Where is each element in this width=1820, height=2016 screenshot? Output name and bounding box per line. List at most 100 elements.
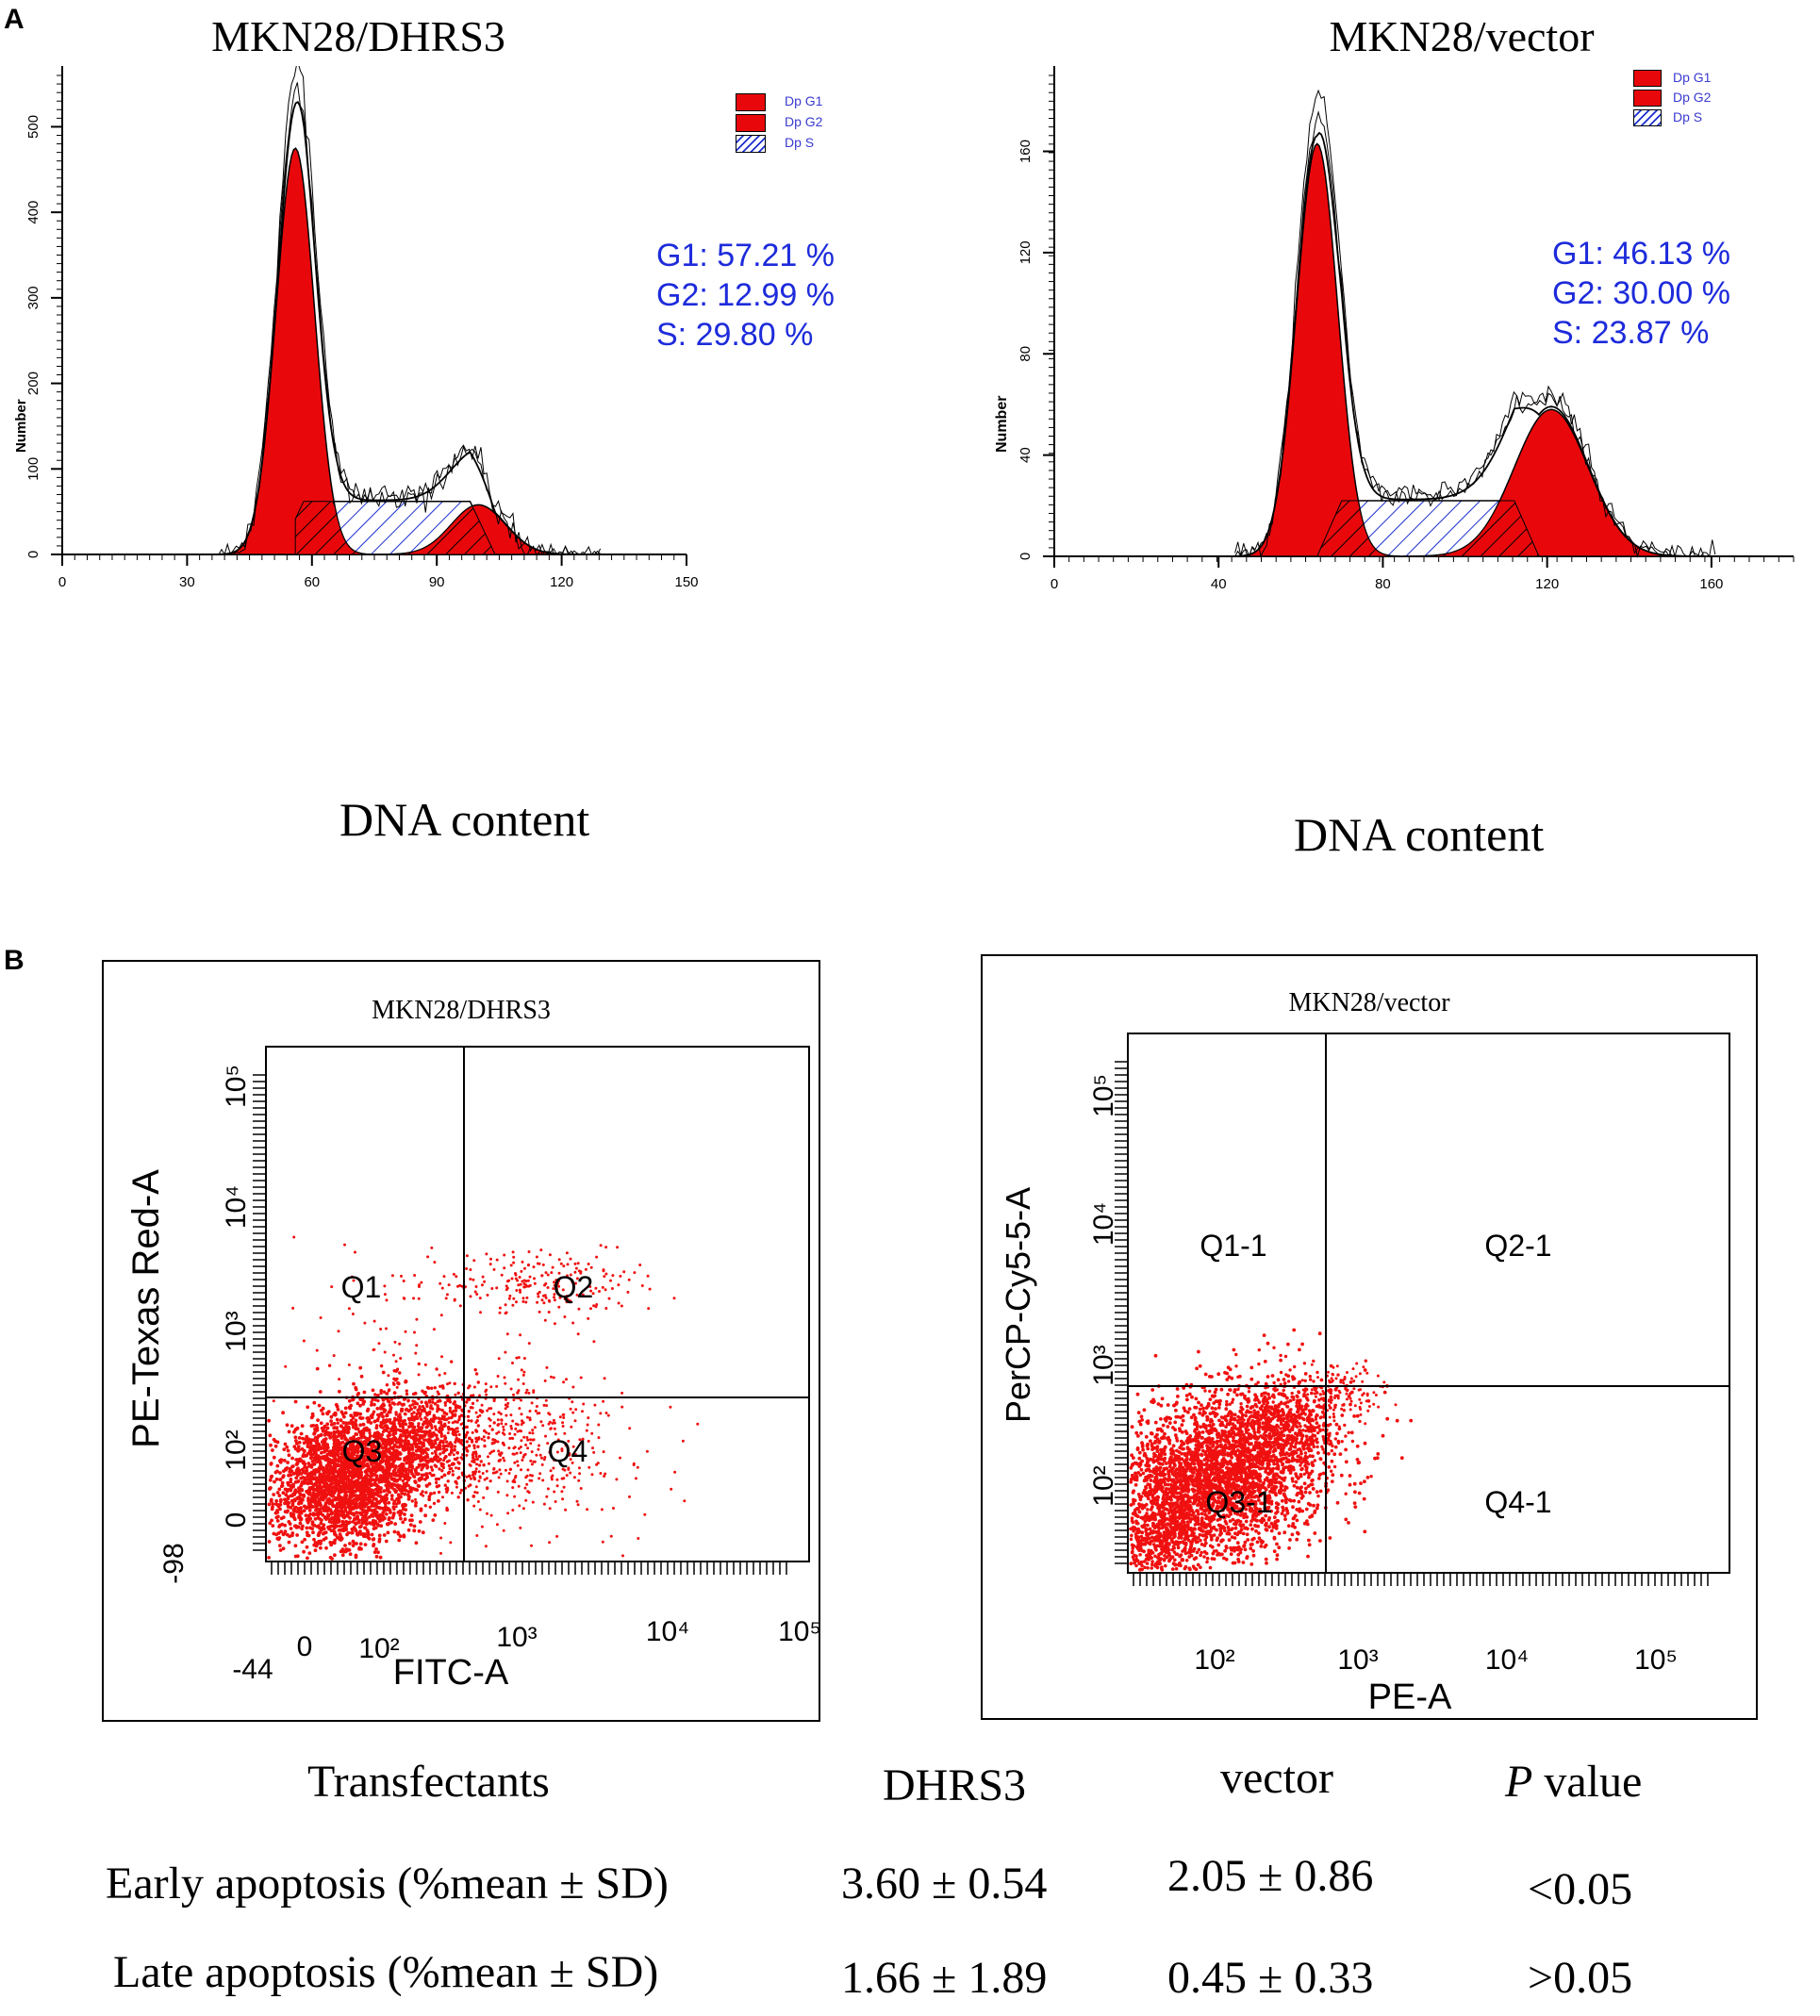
event-point <box>560 1477 564 1480</box>
event-point <box>382 1471 387 1476</box>
event-point <box>415 1456 419 1461</box>
event-point <box>532 1389 536 1393</box>
event-point <box>281 1411 285 1415</box>
event-point <box>319 1463 323 1468</box>
event-point <box>459 1456 463 1460</box>
event-point <box>520 1429 523 1433</box>
event-point <box>417 1362 421 1366</box>
event-point <box>509 1387 513 1391</box>
event-point <box>299 1511 304 1515</box>
event-point <box>540 1298 544 1302</box>
event-point <box>597 1423 601 1427</box>
stat-g2: G2: 12.99 % <box>656 277 836 313</box>
stat-g2: G2: 30.00 % <box>1552 275 1731 311</box>
event-point <box>543 1318 547 1322</box>
event-point <box>335 1512 339 1517</box>
event-point <box>458 1491 462 1495</box>
legend-swatch-g2 <box>1633 90 1662 107</box>
event-point <box>381 1414 385 1419</box>
event-point <box>314 1450 318 1455</box>
event-point <box>363 1543 368 1546</box>
event-point <box>602 1399 605 1403</box>
event-point <box>393 1340 397 1344</box>
event-point <box>609 1534 613 1538</box>
event-point <box>445 1293 449 1297</box>
event-point <box>413 1468 417 1472</box>
event-point <box>388 1388 391 1392</box>
event-point <box>492 1421 496 1425</box>
event-point <box>478 1413 482 1417</box>
y-tick-label: 40 <box>1018 447 1034 463</box>
event-point <box>610 1287 614 1290</box>
event-point <box>489 1385 493 1389</box>
event-point <box>360 1490 364 1494</box>
x-tick-label: 30 <box>179 574 195 590</box>
event-point <box>384 1462 389 1466</box>
event-point <box>273 1511 278 1515</box>
event-point <box>433 1425 438 1429</box>
event-point <box>337 1430 340 1435</box>
event-point <box>447 1442 451 1446</box>
event-point <box>422 1494 425 1497</box>
event-point <box>323 1530 328 1534</box>
event-point <box>318 1480 322 1485</box>
event-point <box>521 1382 525 1385</box>
event-point <box>290 1464 295 1468</box>
event-point <box>599 1244 603 1248</box>
event-point <box>311 1488 316 1492</box>
event-point <box>488 1479 492 1483</box>
event-point <box>555 1484 559 1488</box>
event-point <box>362 1390 367 1395</box>
event-point <box>321 1506 325 1511</box>
event-point <box>604 1307 608 1310</box>
event-point <box>390 1456 394 1460</box>
event-point <box>403 1486 406 1490</box>
event-point <box>561 1497 565 1501</box>
event-point <box>428 1419 432 1423</box>
event-point <box>467 1410 471 1413</box>
event-point <box>593 1403 597 1407</box>
event-point <box>511 1452 515 1456</box>
series-g1-area <box>1233 142 1400 557</box>
event-point <box>393 1489 398 1493</box>
event-point <box>333 1478 337 1482</box>
event-point <box>283 1510 288 1513</box>
event-point <box>313 1459 317 1462</box>
event-point <box>576 1262 580 1265</box>
event-point <box>413 1330 416 1334</box>
event-point <box>293 1479 298 1484</box>
event-point <box>474 1411 478 1414</box>
event-point <box>476 1500 480 1503</box>
event-point <box>439 1420 443 1425</box>
event-point <box>424 1459 428 1462</box>
event-point <box>419 1453 422 1457</box>
event-point <box>495 1258 499 1262</box>
legend-swatch-s <box>1633 109 1662 127</box>
event-point <box>485 1252 488 1256</box>
event-point <box>332 1446 336 1449</box>
event-point <box>533 1281 537 1285</box>
event-point <box>383 1350 387 1354</box>
event-point <box>1285 1396 1289 1400</box>
event-point <box>511 1250 515 1254</box>
event-point <box>521 1299 525 1303</box>
event-point <box>324 1486 329 1490</box>
event-point <box>670 1487 673 1491</box>
event-point <box>345 1478 350 1482</box>
event-point <box>330 1520 334 1525</box>
event-point <box>513 1495 517 1498</box>
event-point <box>572 1476 576 1479</box>
y-tick-label: 0 <box>25 551 41 558</box>
event-point <box>331 1465 336 1469</box>
event-point <box>311 1452 316 1457</box>
event-point <box>430 1386 434 1390</box>
event-point <box>375 1465 380 1470</box>
event-point <box>339 1489 343 1494</box>
event-point <box>550 1271 554 1275</box>
legend-swatch-g1 <box>1633 70 1662 88</box>
event-point <box>362 1431 366 1435</box>
event-point <box>441 1465 446 1470</box>
event-point <box>398 1441 403 1446</box>
event-point <box>517 1389 521 1393</box>
